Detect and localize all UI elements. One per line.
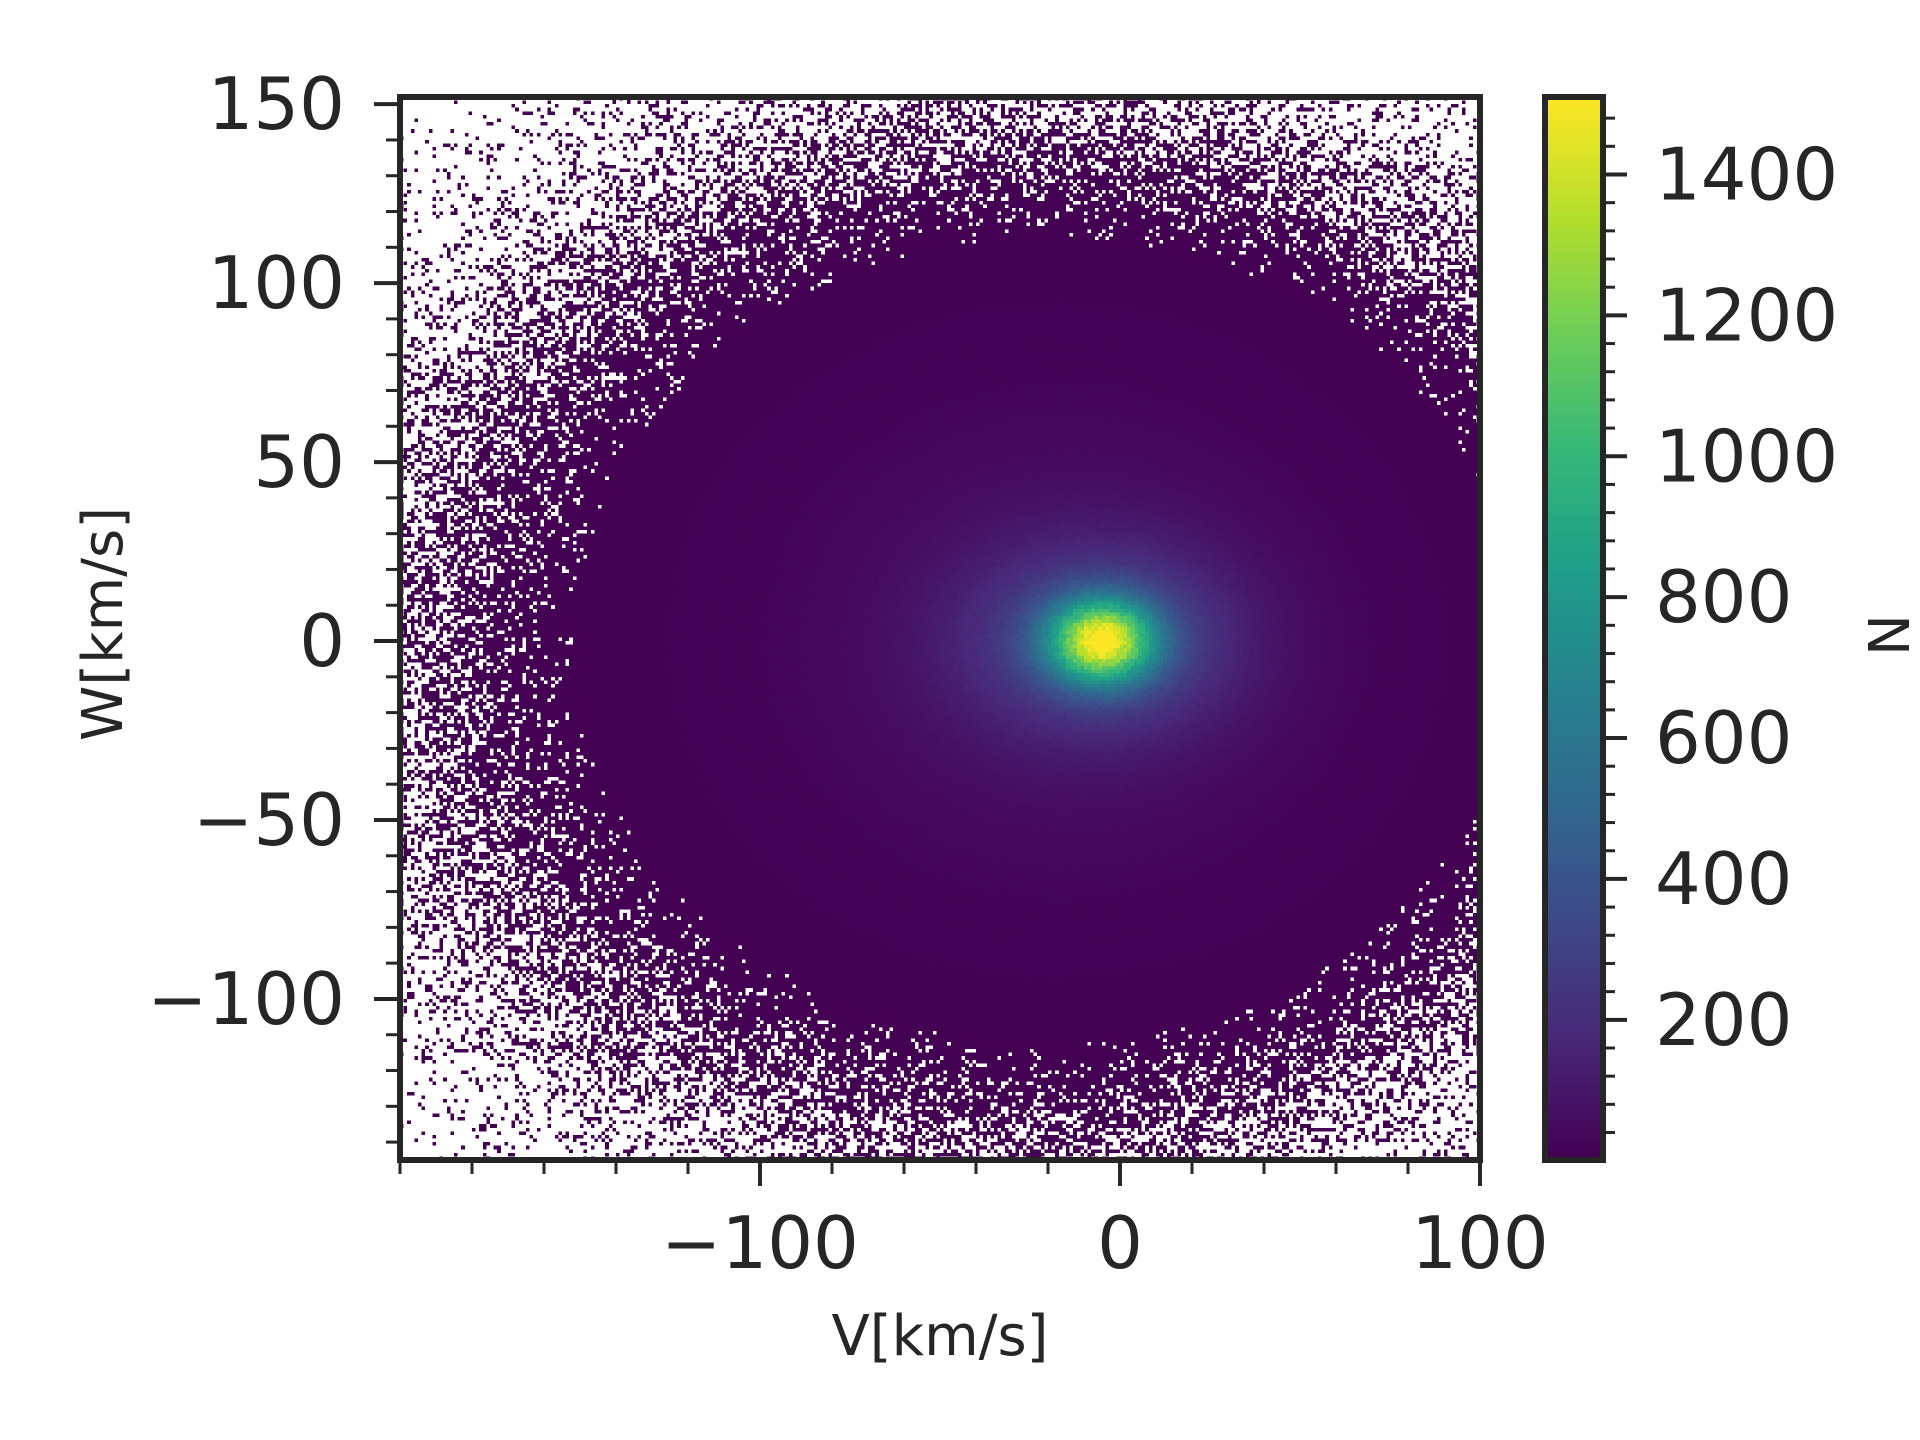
y-tick-label: 50 — [253, 420, 345, 504]
colorbar-tick-label: 200 — [1655, 978, 1792, 1062]
heatmap-density — [400, 97, 1480, 1160]
y-tick-label: 150 — [208, 62, 345, 146]
colorbar-tick-label: 1400 — [1655, 132, 1838, 216]
colorbar-ticks: 200 400 600 800 1000 1200 1400 — [1603, 116, 1838, 1135]
colorbar-tick-label: 400 — [1655, 837, 1792, 921]
colorbar: 200 400 600 800 1000 1200 1400 N — [1542, 94, 1919, 1163]
colorbar-tick-label: 600 — [1655, 696, 1792, 780]
colorbar-gradient — [1545, 97, 1603, 1160]
colorbar-tick-label: 1000 — [1655, 414, 1838, 498]
x-axis-title: V[km/s] — [831, 1304, 1048, 1369]
y-axis: 150 100 50 0 −50 −100 — [147, 62, 400, 1144]
y-tick-label: 100 — [208, 241, 345, 325]
colorbar-title: N — [1854, 614, 1919, 656]
y-tick-label: −50 — [193, 778, 345, 862]
colorbar-tick-label: 1200 — [1655, 273, 1838, 357]
y-tick-label: 0 — [299, 599, 345, 683]
plot-area — [397, 94, 1483, 1163]
colorbar-tick-label: 800 — [1655, 555, 1792, 639]
y-tick-label: −100 — [147, 957, 345, 1041]
x-tick-label: −100 — [661, 1201, 859, 1285]
colorbar-frame — [1542, 94, 1606, 1163]
x-axis: −100 0 100 — [398, 1160, 1549, 1285]
plot-frame — [397, 94, 1483, 1163]
y-axis-title: W[km/s] — [71, 507, 136, 741]
x-tick-label: 100 — [1411, 1201, 1548, 1285]
x-tick-label: 0 — [1097, 1201, 1143, 1285]
